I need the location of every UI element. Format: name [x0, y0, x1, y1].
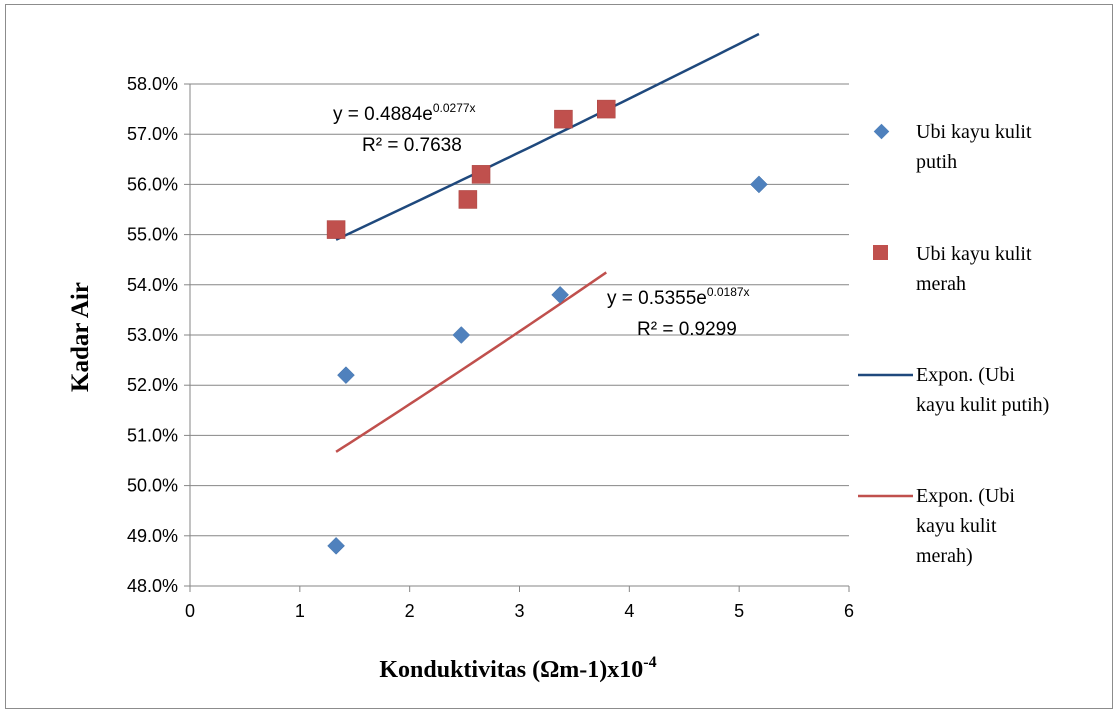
- y-tick-label: 56.0%: [127, 174, 178, 194]
- x-tick-label: 1: [295, 601, 305, 621]
- y-axis-title: Kadar Air: [67, 282, 94, 392]
- r2-putih: R² = 0.9299: [637, 319, 737, 340]
- data-point-merah: [597, 99, 616, 119]
- x-tick-label: 5: [734, 601, 744, 621]
- y-tick-label: 58.0%: [127, 74, 178, 94]
- data-point-putih: [337, 366, 355, 385]
- data-point-merah: [471, 165, 491, 184]
- data-point-merah: [554, 109, 573, 129]
- y-tick-label: 50.0%: [127, 476, 178, 496]
- x-tick-labels: 0 1 2 3 4 5 6: [185, 601, 854, 621]
- x-tick-label: 4: [624, 601, 634, 621]
- data-point-putih: [750, 175, 768, 194]
- x-tick-label: 6: [844, 601, 854, 621]
- trendline-merah: [335, 271, 607, 453]
- y-tick-label: 51.0%: [127, 425, 178, 445]
- y-tick-label: 55.0%: [127, 225, 178, 245]
- gridlines: [184, 83, 850, 592]
- equation-merah: y = 0.4884e0.0277x: [333, 101, 476, 125]
- y-tick-label: 54.0%: [127, 275, 178, 295]
- trendline-putih: [335, 32, 760, 241]
- r2-merah: R² = 0.7638: [362, 135, 462, 156]
- x-tick-label: 3: [514, 601, 524, 621]
- equation-putih: y = 0.5355e0.0187x: [607, 285, 750, 309]
- legend-marker-putih: [873, 123, 890, 140]
- y-tick-labels: 48.0% 49.0% 50.0% 51.0% 52.0% 53.0% 54.0% 55.0%…: [127, 74, 178, 596]
- data-point-merah: [326, 220, 346, 239]
- legend-label-putih: Ubi kayu kulit putih: [916, 121, 1037, 173]
- y-tick-label: 48.0%: [127, 576, 178, 596]
- data-point-merah: [458, 190, 478, 209]
- data-points: [326, 99, 768, 555]
- legend-label-trend-merah: Expon. (Ubi kayu kulit merah): [916, 485, 1020, 567]
- x-axis-title: Konduktivitas (Ωm-1)x10-4: [379, 654, 656, 683]
- legend: Ubi kayu kulit putih Ubi kayu kulit mera…: [858, 121, 1049, 567]
- trendlines: [335, 32, 760, 453]
- x-tick-label: 2: [405, 601, 415, 621]
- y-tick-label: 57.0%: [127, 124, 178, 144]
- data-point-putih: [551, 285, 569, 304]
- legend-marker-merah: [873, 245, 888, 260]
- y-tick-label: 49.0%: [127, 526, 178, 546]
- data-point-putih: [327, 536, 345, 555]
- legend-label-trend-putih: Expon. (Ubi kayu kulit putih): [916, 364, 1049, 416]
- y-tick-label: 52.0%: [127, 375, 178, 395]
- y-tick-label: 53.0%: [127, 325, 178, 345]
- axes: [189, 84, 849, 587]
- data-point-putih: [452, 326, 471, 344]
- x-tick-label: 0: [185, 601, 195, 621]
- legend-label-merah: Ubi kayu kulit merah: [916, 243, 1037, 295]
